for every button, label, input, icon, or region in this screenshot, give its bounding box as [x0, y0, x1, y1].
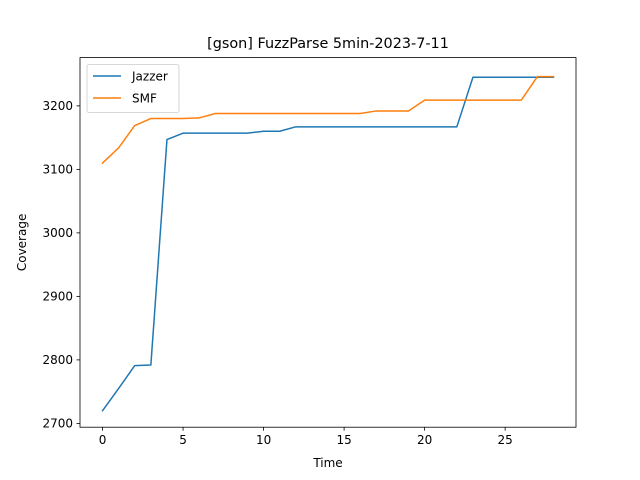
- x-tick-label: 0: [99, 433, 107, 447]
- y-tick-label: 3000: [42, 226, 73, 240]
- x-tick-label: 20: [417, 433, 432, 447]
- legend-label-jazzer: Jazzer: [131, 70, 168, 84]
- y-tick-label: 2900: [42, 290, 73, 304]
- legend: Jazzer SMF: [86, 64, 180, 113]
- y-tick-label: 2700: [42, 417, 73, 431]
- x-tick-label: 15: [336, 433, 351, 447]
- chart-title: [gson] FuzzParse 5min-2023-7-11: [207, 36, 449, 52]
- y-tick-label: 3100: [42, 163, 73, 177]
- y-axis-label: Coverage: [15, 214, 29, 272]
- legend-label-smf: SMF: [132, 92, 157, 106]
- x-axis-label: Time: [312, 456, 342, 470]
- x-axis-ticks: 0 5 10 15 20 25: [99, 427, 513, 447]
- series-line-jazzer: [101, 76, 555, 412]
- y-axis-ticks: 2700 2800 2900 3000 3100 3200: [42, 99, 80, 431]
- series-line-smf: [101, 75, 555, 165]
- y-tick-label: 2800: [42, 353, 73, 367]
- axes-frame: [79, 57, 577, 428]
- y-tick-label: 3200: [42, 99, 73, 113]
- x-tick-label: 10: [256, 433, 271, 447]
- x-tick-label: 5: [179, 433, 187, 447]
- series-layer: [101, 75, 555, 412]
- x-tick-label: 25: [498, 433, 513, 447]
